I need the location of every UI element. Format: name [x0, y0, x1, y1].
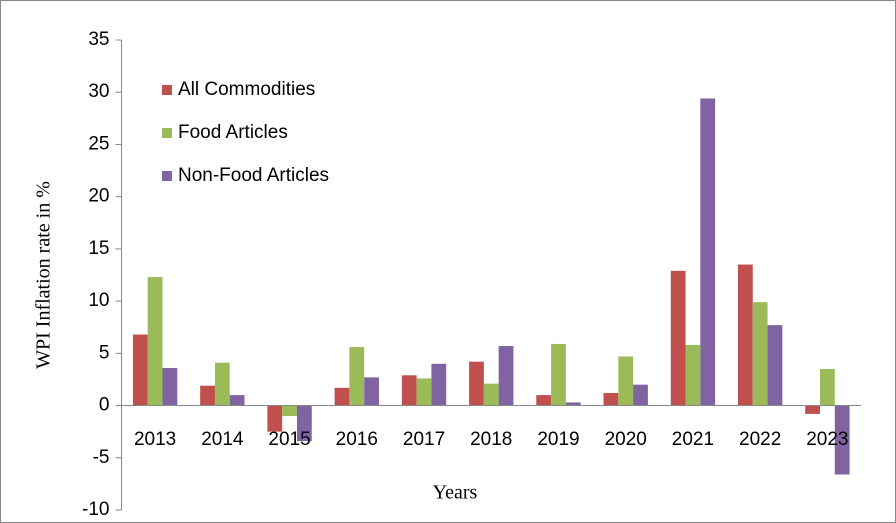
bar — [200, 385, 215, 406]
bar — [618, 356, 634, 406]
y-tick-label: 20 — [88, 186, 109, 207]
bar — [805, 405, 820, 414]
bar — [267, 405, 283, 432]
bar — [565, 402, 581, 406]
x-tick-label: 2013 — [134, 429, 176, 450]
y-tick-label: 0 — [99, 395, 110, 416]
x-tick-label: 2023 — [806, 429, 848, 450]
bar — [469, 361, 484, 406]
bar — [162, 367, 178, 406]
x-tick-label: 2019 — [537, 429, 579, 450]
legend-swatch — [162, 171, 172, 181]
x-tick-label: 2014 — [201, 429, 244, 450]
x-tick-label: 2021 — [672, 429, 714, 450]
legend-swatch — [162, 128, 172, 138]
legend-label: Food Articles — [178, 122, 288, 143]
bar — [536, 395, 552, 406]
bar — [498, 346, 514, 406]
bar — [416, 378, 432, 406]
bar — [282, 405, 297, 416]
bar — [819, 369, 835, 406]
bar — [132, 334, 148, 406]
bar — [296, 405, 312, 442]
bar — [364, 377, 379, 406]
legend-swatch — [162, 85, 172, 95]
legend-label: All Commodities — [178, 79, 315, 100]
bar — [737, 264, 753, 406]
bar — [401, 375, 417, 406]
y-axis-label: WPI Inflation rate in % — [33, 181, 55, 369]
x-tick-label: 2017 — [403, 429, 445, 450]
y-tick-label: 10 — [88, 290, 109, 311]
bar — [603, 393, 619, 406]
x-tick-label: 2018 — [470, 429, 512, 450]
x-tick-label: 2020 — [605, 429, 647, 450]
y-tick-label: 25 — [88, 133, 109, 154]
y-tick-label: 30 — [88, 81, 109, 102]
y-tick-label: -5 — [93, 447, 110, 468]
bar — [214, 362, 230, 406]
bar — [670, 270, 686, 406]
bar — [147, 277, 163, 406]
x-axis-label: Years — [433, 482, 478, 504]
y-tick-label: -10 — [82, 499, 109, 520]
legend-label: Non-Food Articles — [178, 165, 329, 186]
x-tick-label: 2015 — [268, 429, 310, 450]
x-tick-label: 2022 — [739, 429, 781, 450]
x-tick-label: 2016 — [336, 429, 378, 450]
bar — [752, 302, 768, 406]
bar — [431, 363, 447, 406]
bar — [551, 343, 566, 406]
bar — [834, 405, 850, 475]
bar — [700, 98, 716, 406]
bar — [767, 325, 783, 406]
y-tick-label: 15 — [88, 238, 109, 259]
bar — [633, 384, 648, 406]
bar — [483, 383, 499, 406]
y-tick-label: 35 — [88, 29, 109, 50]
bar — [334, 387, 350, 406]
bar — [349, 347, 365, 406]
bar — [229, 395, 245, 406]
y-tick-label: 5 — [99, 342, 110, 363]
bar — [685, 344, 701, 406]
